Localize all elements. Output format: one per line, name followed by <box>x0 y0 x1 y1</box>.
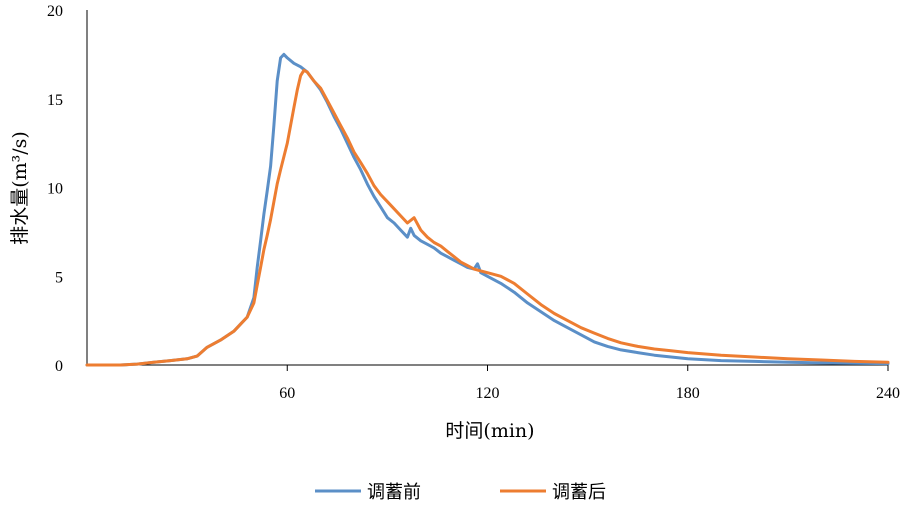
y-tick-label: 0 <box>55 358 63 375</box>
legend-label-2: 调蓄后 <box>552 482 606 503</box>
x-ticks: 60 120 180 240 <box>279 365 900 402</box>
series-line-2 <box>85 68 890 367</box>
x-tick-label: 180 <box>676 385 700 402</box>
y-tick-label: 5 <box>55 269 63 286</box>
y-axis-title: 排水量(m³/s) <box>9 131 31 245</box>
axes <box>86 10 888 366</box>
y-tick-label: 15 <box>47 92 63 109</box>
x-axis-title: 时间(min) <box>445 420 534 442</box>
y-tick-label: 20 <box>47 3 63 20</box>
legend-label-1: 调蓄前 <box>367 482 421 503</box>
series-line-1 <box>85 52 890 367</box>
x-tick-label: 60 <box>279 385 295 402</box>
series-layer <box>85 52 890 367</box>
y-ticks: 0 5 10 15 20 <box>47 3 63 375</box>
legend: 调蓄前 调蓄后 <box>315 482 606 503</box>
y-tick-label: 10 <box>47 181 63 198</box>
x-tick-label: 240 <box>876 385 900 402</box>
x-tick-label: 120 <box>476 385 500 402</box>
